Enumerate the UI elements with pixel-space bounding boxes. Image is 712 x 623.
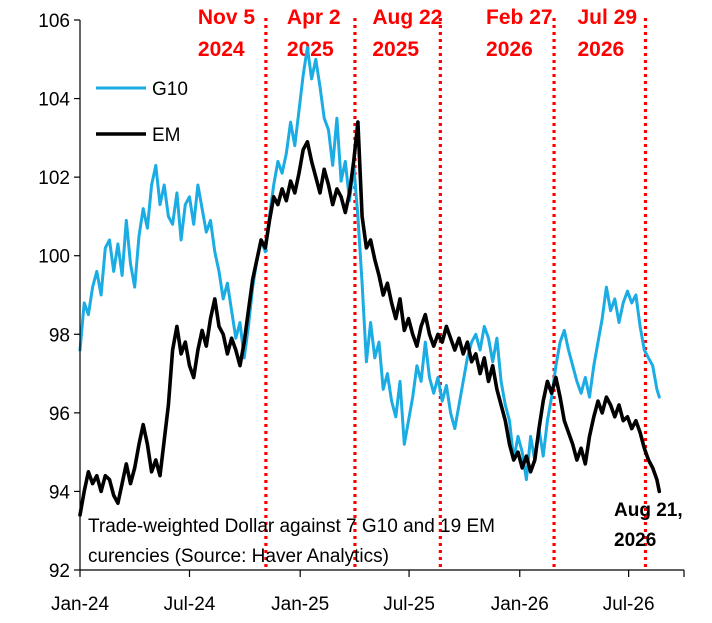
event-label-3-line-2: 2026 (486, 38, 533, 61)
legend-label-g10: G10 (152, 79, 188, 100)
x-tick-label-5: Jul-26 (603, 594, 655, 615)
event-label-4-line-1: Jul 29 (577, 6, 637, 29)
x-tick-label-1: Jul-24 (164, 594, 216, 615)
y-tick-label-3: 98 (49, 325, 70, 346)
series-lines (78, 46, 662, 517)
event-label-4-line-2: 2026 (577, 38, 624, 61)
x-tick-label-0: Jan-24 (51, 594, 110, 615)
event-label-0-line-2: 2024 (198, 38, 245, 61)
end-date-label-line-2: 2026 (614, 530, 656, 551)
event-markers: Nov 5 2024 Apr 2 2025 Aug 22 2025 Feb 27 2026 Ju… (198, 6, 648, 570)
event-label-0-line-1: Nov 5 (198, 6, 256, 29)
x-tick-label-4: Jan-26 (491, 594, 549, 615)
x-tick-label-2: Jan-25 (271, 594, 329, 615)
y-tick-label-4: 100 (38, 247, 70, 268)
event-label-2-line-2: 2025 (372, 38, 419, 61)
chart-note-line-2: curencies (Source: Haver Analytics) (88, 546, 389, 567)
x-tick-label-3: Jul-25 (383, 594, 435, 615)
legend: G10 EM (96, 79, 188, 146)
axes: 92 94 96 98 100 102 104 106 Jan-24 Jul-24 Jan-25 Ju… (38, 11, 685, 615)
series-line-g10 (78, 46, 661, 482)
y-tick-label-0: 92 (49, 561, 70, 582)
event-label-2-line-1: Aug 22 (372, 6, 442, 29)
y-tick-label-6: 104 (38, 90, 70, 111)
event-label-1-line-1: Apr 2 (287, 6, 341, 29)
y-tick-label-1: 94 (49, 482, 71, 503)
event-label-3-line-1: Feb 27 (486, 6, 553, 29)
end-date-label-line-1: Aug 21, (614, 500, 683, 521)
series-line-em (78, 120, 662, 517)
event-label-1-line-2: 2025 (287, 38, 334, 61)
y-tick-label-5: 102 (38, 168, 70, 189)
chart-note-line-1: Trade-weighted Dollar against 7 G10 and … (88, 516, 495, 537)
y-tick-label-7: 106 (38, 11, 70, 32)
y-tick-label-2: 96 (49, 404, 70, 425)
legend-label-em: EM (152, 125, 181, 146)
